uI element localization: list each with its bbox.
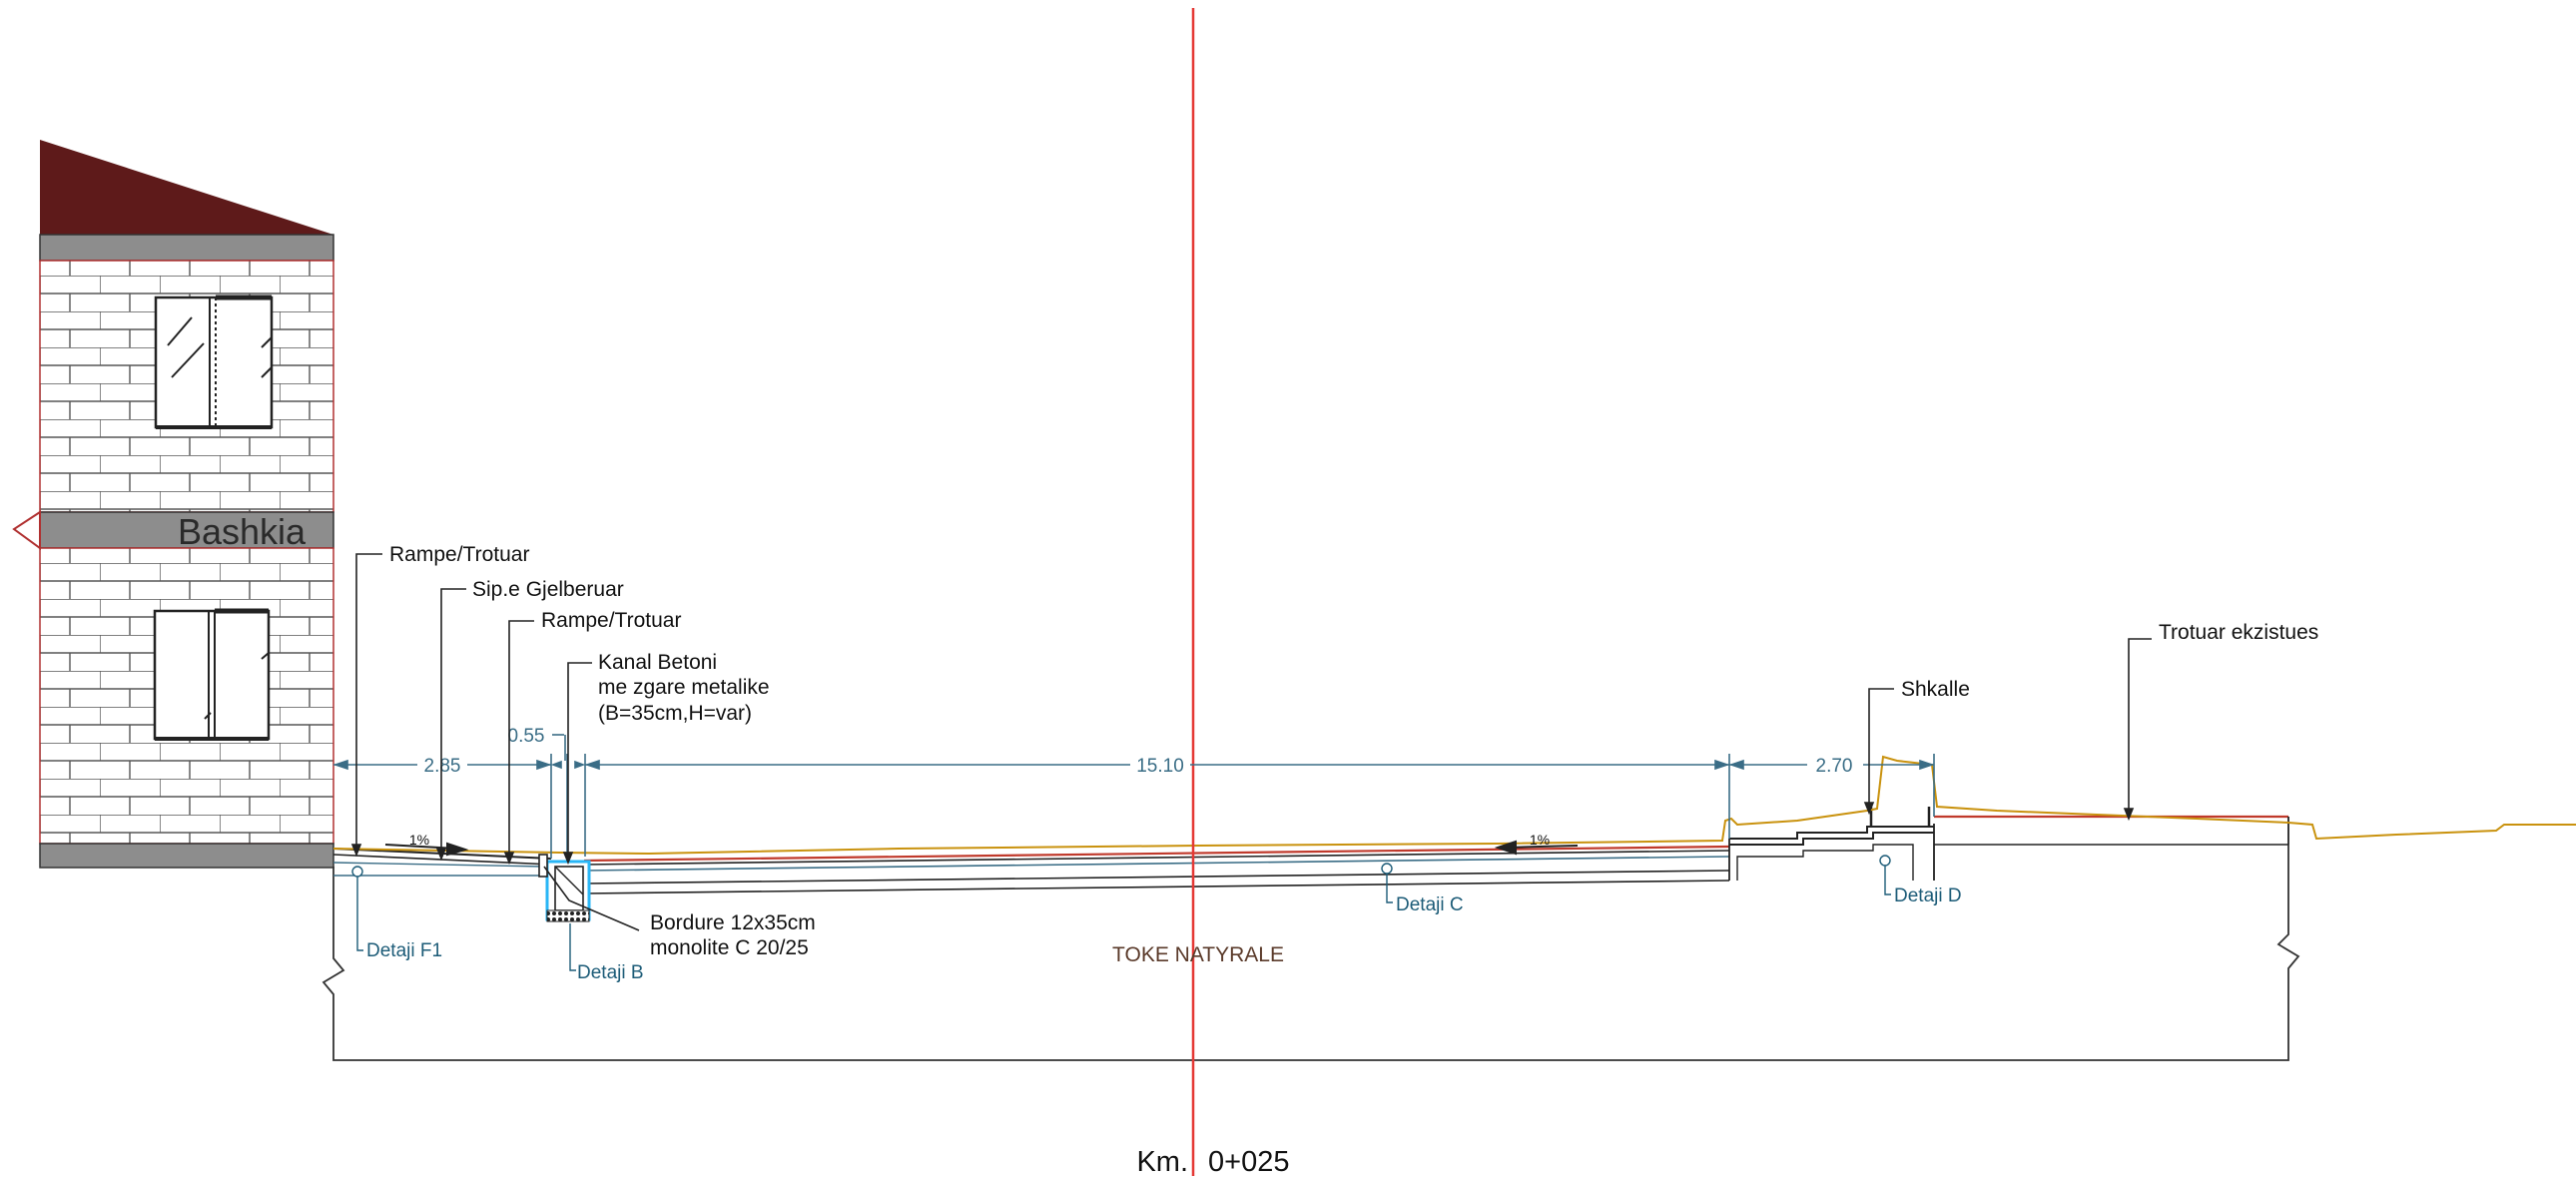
stairs [1729,807,1934,881]
label-rampe-trotuar-2: Rampe/Trotuar [541,609,681,632]
label-rampe-trotuar-1: Rampe/Trotuar [389,543,529,566]
dimension-line [332,734,1935,859]
label-sip-gjelberuar: Sip.e Gjelberuar [472,578,624,601]
slope-arrows [384,840,1579,857]
slope-right-label: 1% [1530,832,1550,848]
detail-b-label: Detaji B [577,962,644,983]
dimension-sidewalk-right: 2.70 [1816,756,1853,777]
label-kanal-line2: me zgare metalike [598,676,770,699]
detail-f1-label: Detaji F1 [366,940,442,961]
slope-left-label: 1% [409,832,429,848]
concrete-channel [538,854,591,922]
detail-c-label: Detaji C [1396,894,1464,915]
building-roof [40,140,333,235]
label-shkalle: Shkalle [1901,678,1970,701]
label-trotuar-ekzistues: Trotuar ekzistues [2159,621,2318,644]
leader-lines [350,553,2152,931]
upper-window [154,295,274,429]
soil-outline [322,845,2300,1061]
label-toke-natyrale: TOKE NATYRALE [1112,943,1284,966]
wall-break-line [12,510,41,550]
detail-markers [351,855,1891,971]
dimension-sidewalk-left: 2.85 [424,756,461,777]
ground-slab [39,843,334,869]
label-bordure-line2: monolite C 20/25 [650,936,809,959]
station-prefix: Km. [1136,1146,1188,1178]
roof-slab [39,234,334,262]
label-kanal-line1: Kanal Betoni [598,651,717,674]
label-kanal-line3: (B=35cm,H=var) [598,702,752,725]
middle-slab [39,511,334,549]
lower-window [153,608,271,741]
dimension-channel: 0.55 [508,726,545,747]
dimension-road: 15.10 [1136,756,1184,777]
existing-terrain-line [332,755,2576,856]
detail-d-label: Detaji D [1894,886,1962,906]
station-value: 0+025 [1208,1146,1289,1178]
building-name: Bashkia [178,511,307,552]
building: Bashkia [12,140,334,869]
label-bordure-line1: Bordure 12x35cm [650,911,816,934]
pavement-layers [332,815,2289,894]
